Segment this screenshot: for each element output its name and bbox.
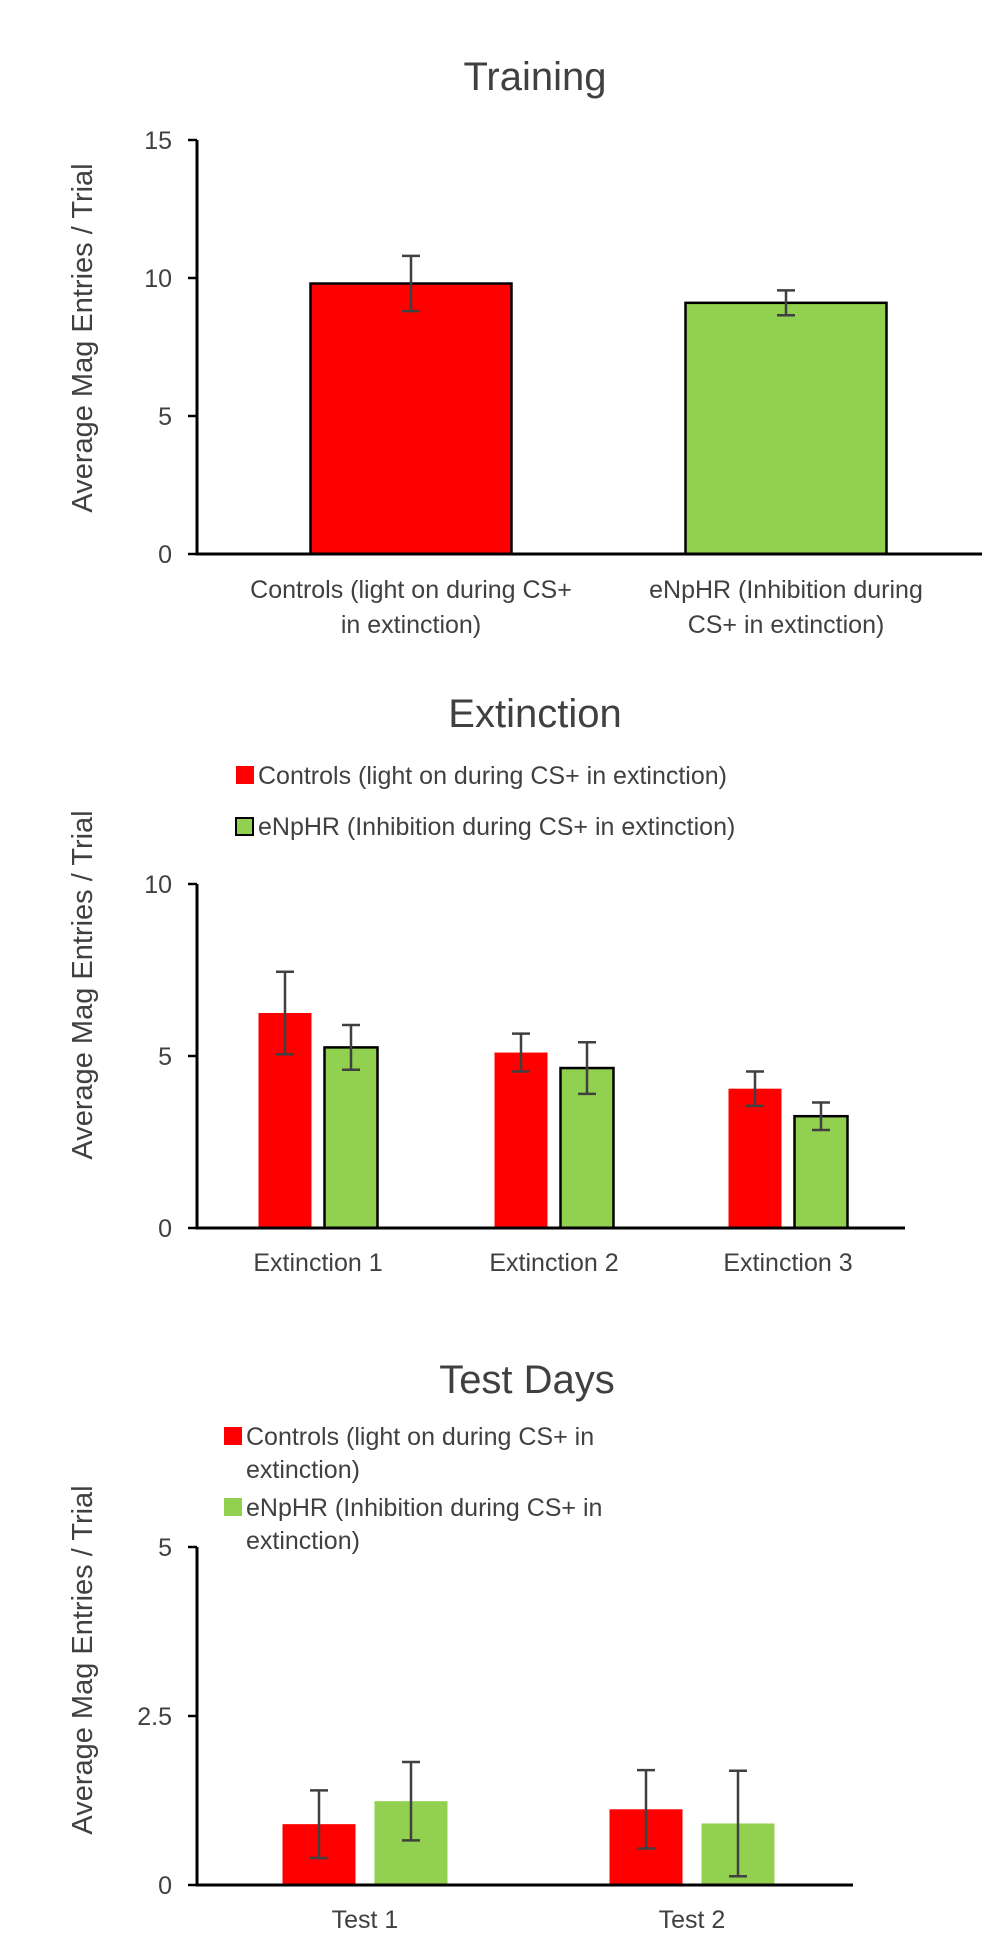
training-y-tick-label: 10 [144,265,172,293]
training-error-bar-enphr [777,289,795,317]
extinction-bar-enphr-3 [793,1114,849,1230]
extinction-error-bar-controls-3 [746,1070,764,1108]
test-days-x-category-1: Test 1 [332,1906,399,1934]
test-days-legend-label-controls-line2: extinction) [246,1456,360,1484]
training-x-category-controls-line2: in extinction) [341,611,481,639]
extinction-y-tick-label: 0 [158,1215,172,1243]
extinction-legend-label-enphr: eNpHR (Inhibition during CS+ in extincti… [258,813,735,841]
test-days-y-tick-label: 2.5 [137,1703,172,1731]
extinction-bar-enphr-1 [323,1046,379,1230]
training-y-tick-label: 0 [158,541,172,569]
test-days-error-bar-controls-1 [310,1789,328,1860]
test-days-y-axis-label: Average Mag Entries / Trial [67,1485,99,1834]
training-error-bar-controls [402,254,420,313]
extinction-title: Extinction [448,692,621,736]
test-days-legend-label-enphr-line1: eNpHR (Inhibition during CS+ in [246,1494,602,1522]
test-days-error-bar-enphr-2 [729,1769,747,1878]
test-days-legend-label-controls-line1: Controls (light on during CS+ in [246,1423,594,1451]
training-bar-enphr [684,301,888,556]
training-panel: Training Average Mag Entries / Trial 0 5… [67,55,982,639]
extinction-error-bar-enphr-2 [578,1040,596,1096]
test-days-legend-swatch-enphr [224,1498,242,1516]
extinction-legend-label-controls: Controls (light on during CS+ in extinct… [258,762,727,790]
test-days-legend-label-enphr-line2: extinction) [246,1527,360,1555]
test-days-legend-swatch-controls [224,1427,242,1445]
extinction-bar-controls-2 [494,1052,548,1228]
extinction-y-tick-label: 5 [158,1043,172,1071]
extinction-error-bar-enphr-1 [342,1023,360,1072]
test-days-error-bar-enphr-1 [402,1760,420,1842]
training-x-category-controls-line1: Controls (light on during CS+ [250,576,572,604]
test-days-axes [195,1547,853,1887]
extinction-y-tick-label: 10 [144,871,172,899]
training-y-tick-label: 5 [158,403,172,431]
extinction-legend-swatch-controls [236,766,254,784]
training-bar-controls [309,282,513,556]
test-days-y-tick-label: 0 [158,1872,172,1900]
training-title: Training [463,55,606,99]
extinction-bars [258,970,849,1230]
training-y-axis-label: Average Mag Entries / Trial [67,163,99,512]
extinction-legend-swatch-enphr [235,817,254,836]
extinction-x-category-1: Extinction 1 [253,1249,382,1277]
extinction-bar-controls-3 [728,1088,782,1228]
training-y-tick-label: 15 [144,127,172,155]
extinction-x-category-3: Extinction 3 [723,1249,852,1277]
extinction-error-bar-enphr-3 [812,1101,830,1132]
test-days-error-bar-controls-2 [637,1768,655,1850]
extinction-error-bar-controls-2 [512,1032,530,1073]
training-axes [195,140,982,556]
test-days-panel: Test Days Controls (light on during CS+ … [67,1358,853,1934]
extinction-panel: Extinction Controls (light on during CS+… [67,692,905,1277]
extinction-axes [195,884,905,1230]
extinction-y-axis-label: Average Mag Entries / Trial [67,810,99,1159]
extinction-x-category-2: Extinction 2 [489,1249,618,1277]
test-days-x-category-2: Test 2 [659,1906,726,1934]
test-days-title: Test Days [439,1358,615,1402]
training-x-category-enphr-line1: eNpHR (Inhibition during [649,576,923,604]
test-days-y-tick-label: 5 [158,1534,172,1562]
extinction-error-bar-controls-1 [276,970,294,1056]
test-days-bars [282,1760,775,1885]
training-x-category-enphr-line2: CS+ in extinction) [688,611,885,639]
